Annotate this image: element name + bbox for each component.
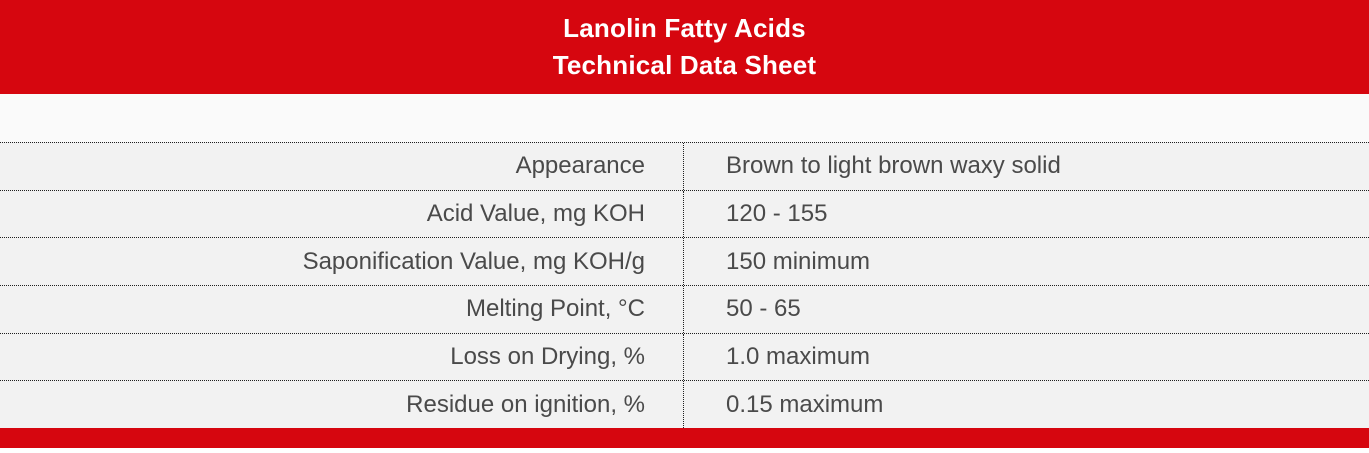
bottom-margin — [0, 448, 1369, 453]
property-cell: Residue on ignition, % — [406, 390, 645, 418]
table-row: Appearance Brown to light brown waxy sol… — [0, 142, 1369, 190]
property-cell: Acid Value, mg KOH — [426, 200, 645, 227]
value-cell: 0.15 maximum — [683, 381, 1369, 429]
footer-accent-bar — [0, 428, 1369, 448]
table-row: Loss on Drying, % 1.0 maximum — [0, 332, 1369, 381]
document-type: Technical Data Sheet — [552, 50, 817, 80]
value-cell: 50 - 65 — [683, 286, 1369, 333]
table-row: Residue on ignition, % 0.15 maximum — [0, 380, 1369, 429]
value-cell: 1.0 maximum — [683, 333, 1369, 381]
header-spacer — [0, 94, 1369, 142]
table-row: Saponification Value, mg KOH/g 150 minim… — [0, 237, 1369, 286]
document-header: Lanolin Fatty Acids Technical Data Sheet — [0, 0, 1369, 94]
value-cell: 120 - 155 — [683, 190, 1369, 238]
product-name: Lanolin Fatty Acids — [563, 13, 806, 43]
property-cell: Loss on Drying, % — [450, 343, 645, 371]
table-row: Melting Point, °C 50 - 65 — [0, 285, 1369, 333]
specification-table: Appearance Brown to light brown waxy sol… — [0, 142, 1369, 429]
property-cell: Melting Point, °C — [465, 295, 645, 323]
value-cell: 150 minimum — [683, 238, 1369, 286]
table-row: Acid Value, mg KOH 120 - 155 — [0, 189, 1369, 238]
value-cell: Brown to light brown waxy solid — [683, 143, 1369, 190]
property-cell: Saponification Value, mg KOH/g — [302, 247, 645, 275]
property-cell: Appearance — [515, 152, 645, 180]
